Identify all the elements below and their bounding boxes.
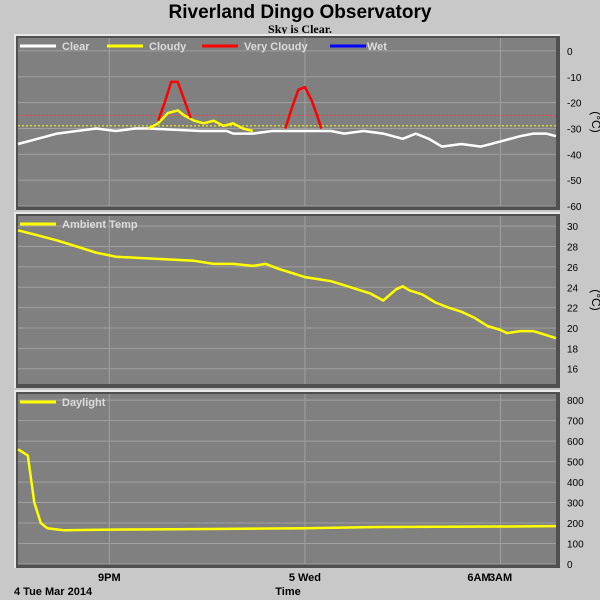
y-tick-label: 22 [567, 304, 579, 315]
y-tick-label: 800 [567, 396, 584, 407]
x-tick-label: 6AM [467, 572, 490, 584]
date-label: 4 Tue Mar 2014 [14, 586, 93, 598]
y-tick-label: 16 [567, 365, 579, 376]
y-tick-label: -30 [567, 124, 582, 135]
legend-label: Ambient Temp [62, 219, 138, 231]
sky-status: Sky is Clear. [268, 22, 332, 36]
y-tick-label: 28 [567, 243, 579, 254]
legend-label: Very Cloudy [244, 41, 308, 53]
series-line-clear [17, 127, 557, 148]
chart-panels: 0 -10 -20 -30 -40 -50 -60 Clear Cloudy Very Cloud… [14, 34, 600, 584]
y-tick-label: -40 [567, 150, 582, 161]
y-axis-unit: (°C) [589, 111, 600, 132]
y-tick-label: 100 [567, 540, 584, 551]
plot-area [18, 216, 556, 384]
x-tick-label: 3AM [489, 572, 512, 584]
x-axis-title: Time [275, 586, 300, 598]
x-tick-label: 9PM [98, 572, 121, 584]
y-tick-label: 600 [567, 437, 584, 448]
series-line-daylight [17, 448, 557, 532]
y-tick-label: -50 [567, 176, 582, 187]
y-tick-label: 300 [567, 499, 584, 510]
y-tick-label: -20 [567, 99, 582, 110]
series-line-very-cloudy [284, 85, 323, 129]
y-tick-label: 700 [567, 417, 584, 428]
legend-label: Clear [62, 41, 90, 53]
y-tick-label: -10 [567, 73, 582, 84]
daylight-panel: 0 100 200 300 400 500 600 700 800 Daylight 9PM 5 We… [14, 390, 584, 584]
y-tick-label: 18 [567, 344, 579, 355]
legend-label: Wet [367, 41, 387, 53]
series-line-very-cloudy [157, 80, 192, 122]
ambient-temp-panel: 16 18 20 22 24 26 28 30 Ambient Temp (°C) [14, 212, 600, 388]
x-tick-label: 5 Wed [289, 572, 321, 584]
y-tick-label: 30 [567, 222, 579, 233]
plot-area [18, 394, 556, 564]
y-tick-label: 500 [567, 458, 584, 469]
y-tick-label: 20 [567, 324, 579, 335]
y-tick-label: 0 [567, 560, 573, 571]
y-tick-label: 26 [567, 263, 579, 274]
legend-label: Daylight [62, 397, 106, 409]
series-line-ambient-temp [17, 229, 557, 340]
legend-label: Cloudy [149, 41, 187, 53]
y-axis-unit: (°C) [589, 289, 600, 310]
chart-title: Riverland Dingo Observatory [169, 2, 432, 23]
y-tick-label: 0 [567, 47, 573, 58]
sky-condition-panel: 0 -10 -20 -30 -40 -50 -60 Clear Cloudy Very Cloud… [14, 34, 600, 213]
y-tick-label: 24 [567, 283, 579, 294]
series-line-cloudy [147, 109, 254, 133]
y-tick-label: -60 [567, 202, 582, 213]
y-tick-label: 400 [567, 478, 584, 489]
y-tick-label: 200 [567, 519, 584, 530]
